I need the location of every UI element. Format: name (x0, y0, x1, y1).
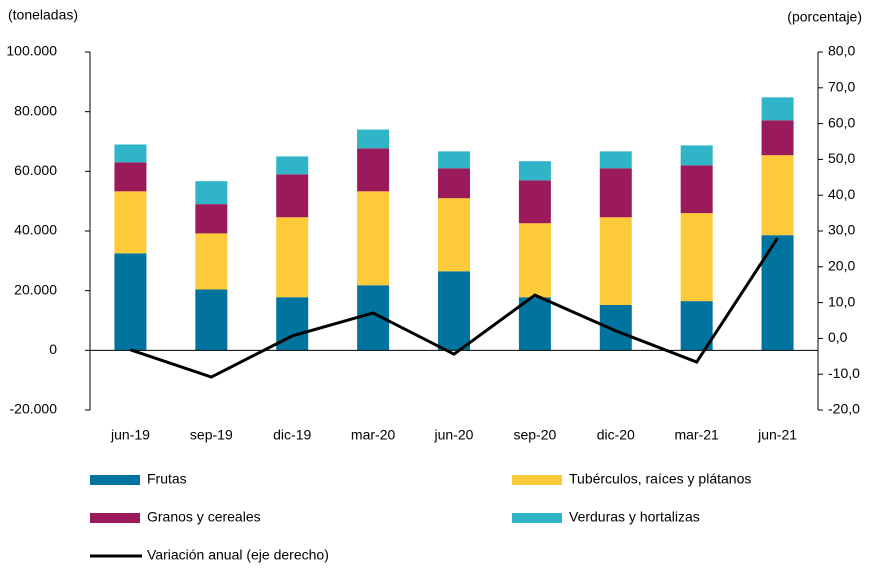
legend-swatch (512, 475, 562, 485)
bar-segment (518, 223, 551, 298)
bar-segment (599, 217, 632, 305)
bar-segment (195, 181, 228, 205)
y-axis-label: (toneladas) (8, 7, 78, 23)
bar-segment (195, 204, 228, 234)
x-tick-label: mar-21 (674, 427, 719, 443)
bar-segment (761, 120, 794, 156)
legend-label: Granos y cereales (147, 509, 261, 525)
y-tick-label: 100.000 (6, 43, 57, 59)
bar-segment (599, 168, 632, 218)
x-tick-label: jun-19 (110, 427, 150, 443)
y-tick-label: 80.000 (14, 102, 57, 118)
bar-segment (276, 217, 309, 298)
bar-segment (276, 174, 309, 218)
legend-swatch (90, 513, 140, 523)
legend-label: Tubérculos, raíces y plátanos (569, 471, 751, 487)
y2-tick-label: 50,0 (828, 150, 855, 166)
x-tick-label: jun-20 (434, 427, 474, 443)
bar-segment (114, 162, 147, 192)
bar-segment (114, 144, 147, 163)
bar-segment (357, 129, 390, 149)
y-tick-label: 40.000 (14, 222, 57, 238)
y2-tick-label: -10,0 (828, 365, 860, 381)
y-tick-label: 60.000 (14, 162, 57, 178)
y2-tick-label: 40,0 (828, 186, 855, 202)
y-tick-label: -20.000 (10, 401, 58, 417)
y2-tick-label: 80,0 (828, 43, 855, 59)
bar-segment (438, 271, 470, 351)
legend-label: Variación anual (eje derecho) (147, 547, 329, 563)
bar-segment (518, 180, 551, 224)
bar-segment (357, 148, 390, 192)
bar-segment (438, 168, 470, 199)
x-tick-label: dic-20 (597, 427, 635, 443)
legend-swatch (512, 513, 562, 523)
bar-segment (438, 151, 470, 169)
bar-segment (761, 155, 794, 236)
bar-segment (357, 191, 390, 286)
y2-tick-label: 10,0 (828, 293, 855, 309)
bar-segment (680, 165, 713, 214)
y2-tick-label: 70,0 (828, 79, 855, 95)
bar-segment (761, 97, 794, 121)
bar-segment (114, 253, 147, 351)
bar-segment (518, 161, 551, 181)
bar-segment (438, 198, 470, 272)
bar-segment (599, 151, 632, 169)
bar-segment (276, 156, 309, 175)
bar-segment (599, 304, 632, 351)
x-tick-label: sep-20 (513, 427, 556, 443)
y-tick-label: 0 (49, 341, 57, 357)
bar-segment (680, 145, 713, 166)
bar-segment (680, 301, 713, 351)
bar-segment (761, 235, 794, 351)
legend-label: Verduras y hortalizas (569, 509, 700, 525)
line-series (129, 237, 779, 379)
y2-tick-label: 0,0 (828, 329, 848, 345)
x-tick-label: dic-19 (273, 427, 311, 443)
x-tick-label: sep-19 (190, 427, 233, 443)
legend-swatch (90, 475, 140, 485)
y2-axis-label: (porcentaje) (787, 9, 862, 25)
bar-segment (518, 297, 551, 351)
bar-segment (114, 191, 147, 254)
bar-segment (680, 213, 713, 302)
bar-segment (195, 233, 228, 290)
x-tick-label: jun-21 (757, 427, 797, 443)
x-tick-label: mar-20 (351, 427, 396, 443)
y2-tick-label: 60,0 (828, 114, 855, 130)
y2-tick-label: 30,0 (828, 222, 855, 238)
legend-label: Frutas (147, 471, 187, 487)
y2-tick-label: 20,0 (828, 258, 855, 274)
y2-tick-label: -20,0 (828, 401, 860, 417)
y-tick-label: 20.000 (14, 281, 57, 297)
bar-segment (195, 289, 228, 351)
